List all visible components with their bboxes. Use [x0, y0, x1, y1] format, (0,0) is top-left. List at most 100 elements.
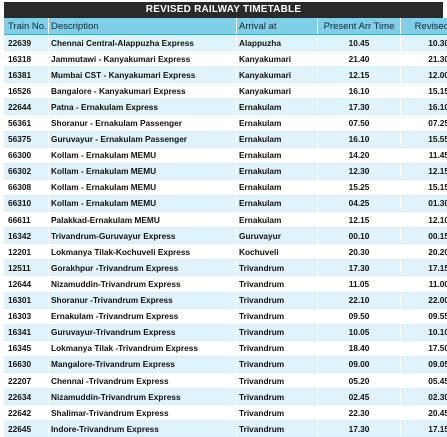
present-arr-time-cell: 17.30 [318, 421, 401, 437]
arrival-at-cell: Trivandrum [237, 276, 318, 292]
present-arr-time-cell: 17.30 [318, 260, 401, 276]
revised-cell: 17.15 [401, 421, 447, 437]
train-no-cell: 22639 [4, 35, 49, 51]
train-no-cell: 22207 [4, 372, 49, 388]
description-cell: Guruvayur-Trivandrum Express [49, 324, 237, 340]
present-arr-time-cell: 18.40 [318, 340, 401, 356]
arrival-at-cell: Trivandrum [237, 340, 318, 356]
arrival-at-cell: Guruvayur [237, 228, 318, 244]
revised-cell: 09.05 [401, 356, 447, 372]
description-cell: Chennai -Trivandrum Express [49, 372, 237, 388]
description-cell: Bangalore - Kanyakumari Express [49, 83, 237, 99]
revised-cell: 05.45 [401, 372, 447, 388]
revised-cell: 10.10 [401, 324, 447, 340]
present-arr-time-cell: 11.05 [318, 276, 401, 292]
present-arr-time-cell: 20.30 [318, 244, 401, 260]
description-cell: Nizamuddin-Trivandrum Express [49, 276, 237, 292]
train-no-cell: 16342 [4, 228, 49, 244]
arrival-at-cell: Trivandrum [237, 324, 318, 340]
train-no-cell: 22642 [4, 405, 49, 421]
revised-cell: 15.15 [401, 83, 447, 99]
arrival-at-cell: Trivandrum [237, 372, 318, 388]
revised-cell: 16.10 [401, 99, 447, 115]
description-cell: Kollam - Ernakulam MEMU [49, 195, 237, 211]
timetable-table: Train No. Description Arrival at Present… [4, 18, 447, 437]
revised-cell: 15.15 [401, 179, 447, 195]
description-cell: Mumbai CST - Kanyakumari Express [49, 67, 237, 83]
arrival-at-cell: Ernakulam [237, 179, 318, 195]
revised-cell: 15.55 [401, 131, 447, 147]
present-arr-time-cell: 22.30 [318, 405, 401, 421]
header-revised: Revised [401, 18, 447, 35]
description-cell: Ernakulam -Trivandrum Express [49, 308, 237, 324]
arrival-at-cell: Kochuveli [237, 244, 318, 260]
present-arr-time-cell: 10.05 [318, 324, 401, 340]
description-cell: Mangalore-Trivandrum Express [49, 356, 237, 372]
arrival-at-cell: Kanyakumari [237, 51, 318, 67]
present-arr-time-cell: 12.15 [318, 67, 401, 83]
description-cell: Lokmanya Tilak-Kochuveli Express [49, 244, 237, 260]
timetable: REVISED RAILWAY TIMETABLE Train No. Desc… [4, 2, 443, 395]
revised-cell: 17.50 [401, 340, 447, 356]
arrival-at-cell: Ernakulam [237, 195, 318, 211]
description-cell: Indore-Trivandrum Express [49, 421, 237, 437]
arrival-at-cell: Trivandrum [237, 260, 318, 276]
header-arrival-at: Arrival at [237, 18, 318, 35]
description-cell: Shoranur - Ernakulam Passenger [49, 115, 237, 131]
present-arr-time-cell: 07.50 [318, 115, 401, 131]
train-no-cell: 16301 [4, 292, 49, 308]
description-cell: Palakkad-Ernakulam MEMU [49, 212, 237, 228]
present-arr-time-cell: 15.25 [318, 179, 401, 195]
train-no-cell: 56375 [4, 131, 49, 147]
train-no-cell: 16526 [4, 83, 49, 99]
present-arr-time-cell: 00.10 [318, 228, 401, 244]
train-no-cell: 16303 [4, 308, 49, 324]
header-description: Description [49, 18, 237, 35]
train-no-cell: 22634 [4, 389, 49, 405]
description-cell: Kollam - Ernakulam MEMU [49, 163, 237, 179]
train-no-cell: 22644 [4, 99, 49, 115]
arrival-at-cell: Trivandrum [237, 389, 318, 405]
description-cell: Trivandrum-Guruvayur Express [49, 228, 237, 244]
revised-cell: 12.10 [401, 212, 447, 228]
train-no-cell: 12201 [4, 244, 49, 260]
present-arr-time-cell: 22.10 [318, 292, 401, 308]
present-arr-time-cell: 05.20 [318, 372, 401, 388]
arrival-at-cell: Ernakulam [237, 99, 318, 115]
arrival-at-cell: Kanyakumari [237, 83, 318, 99]
train-no-cell: 16345 [4, 340, 49, 356]
revised-cell: 12.15 [401, 163, 447, 179]
arrival-at-cell: Trivandrum [237, 292, 318, 308]
revised-cell: 12.00 [401, 67, 447, 83]
description-cell: Patna - Ernakulam Express [49, 99, 237, 115]
description-cell: Gorakhpur -Trivandrum Express [49, 260, 237, 276]
table-title: REVISED RAILWAY TIMETABLE [4, 2, 443, 18]
arrival-at-cell: Ernakulam [237, 115, 318, 131]
revised-cell: 09.55 [401, 308, 447, 324]
revised-cell: 20.20 [401, 244, 447, 260]
arrival-at-cell: Trivandrum [237, 308, 318, 324]
present-arr-time-cell: 10.45 [318, 35, 401, 51]
train-no-cell: 66310 [4, 195, 49, 211]
present-arr-time-cell: 02.45 [318, 389, 401, 405]
description-cell: Kollam - Ernakulam MEMU [49, 179, 237, 195]
train-no-cell: 16630 [4, 356, 49, 372]
present-arr-time-cell: 09.00 [318, 356, 401, 372]
present-arr-time-cell: 21.40 [318, 51, 401, 67]
train-no-cell: 66302 [4, 163, 49, 179]
train-no-cell: 16318 [4, 51, 49, 67]
present-arr-time-cell: 04.25 [318, 195, 401, 211]
